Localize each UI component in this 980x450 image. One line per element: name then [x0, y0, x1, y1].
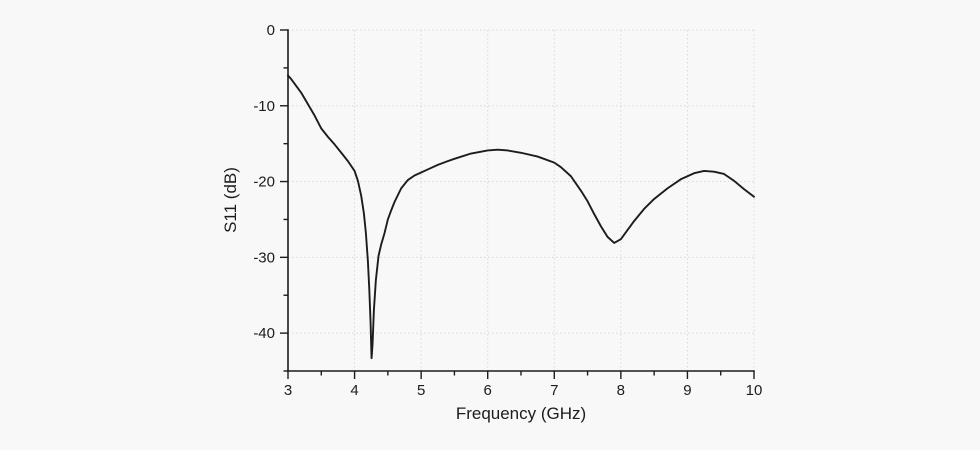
x-tick-label: 6 — [484, 382, 492, 399]
x-tick-label: 9 — [683, 382, 691, 399]
x-tick-label: 3 — [284, 382, 292, 399]
x-tick-labels: 3 4 5 6 7 8 9 10 — [284, 382, 763, 399]
y-tick-labels: 0 -10 -20 -30 -40 — [253, 22, 275, 342]
y-tick-label: 0 — [267, 22, 275, 39]
x-tick-label: 7 — [550, 382, 558, 399]
y-tick-label: -10 — [253, 98, 275, 115]
s11-curve — [287, 74, 755, 360]
y-axis-title: S11 (dB) — [221, 167, 240, 233]
x-tick-label: 4 — [350, 382, 358, 399]
x-tick-label: 5 — [417, 382, 425, 399]
axis-ticks — [280, 29, 755, 379]
y-tick-label: -40 — [253, 325, 275, 342]
axes — [287, 29, 755, 372]
gridlines — [288, 29, 755, 371]
y-tick-label: -30 — [253, 249, 275, 266]
x-tick-label: 10 — [746, 382, 763, 399]
y-tick-label: -20 — [253, 174, 275, 191]
x-axis-title: Frequency (GHz) — [455, 404, 587, 423]
x-tick-label: 8 — [617, 382, 625, 399]
